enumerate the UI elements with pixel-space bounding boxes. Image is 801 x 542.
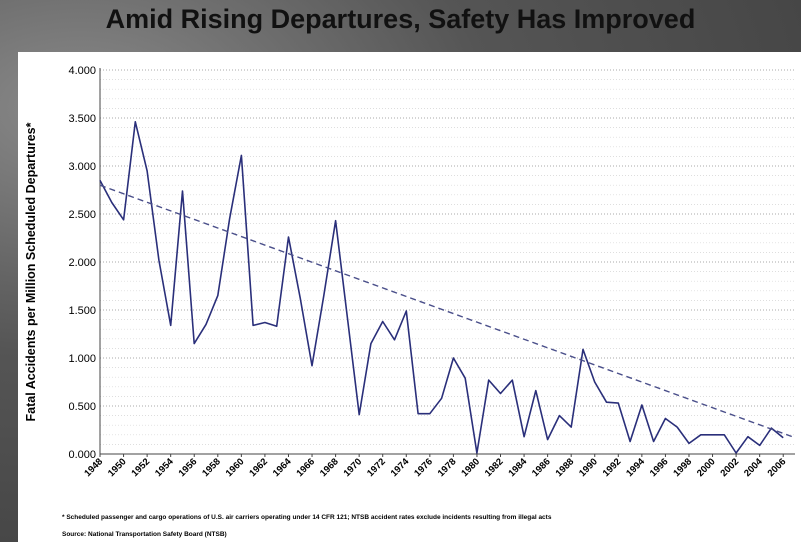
- x-tick-labels: 1948 1950 1952 1954 1956 1958 1960 1962 1964 1966…: [82, 456, 788, 479]
- source-note: Source: National Transportation Safety B…: [62, 531, 227, 538]
- x-tick-label: 1950: [106, 456, 129, 479]
- x-tick-label: 1986: [530, 456, 553, 479]
- x-tick-label: 1964: [271, 456, 294, 479]
- x-tick-label: 2000: [695, 456, 718, 479]
- grid-lines: [100, 69, 795, 445]
- x-tick-label: 1966: [294, 456, 317, 479]
- y-tick-labels: 0.000 0.500 1.000 1.500 2.000 2.500 3.000 3.500…: [68, 65, 96, 461]
- x-tick-label: 1992: [601, 456, 624, 479]
- x-tick-label: 1974: [389, 456, 412, 479]
- x-tick-label: 1998: [671, 456, 694, 479]
- y-tick-label: 4.000: [68, 65, 96, 77]
- trend-line: [99, 184, 796, 439]
- x-tick-label: 1972: [365, 456, 388, 479]
- x-tick-label: 2004: [742, 456, 765, 479]
- chart-panel: [18, 52, 801, 542]
- y-tick-label: 2.000: [68, 257, 96, 269]
- x-tick-label: 2002: [718, 456, 741, 479]
- x-tick-label: 1958: [200, 456, 223, 479]
- y-tick-label: 1.500: [68, 305, 96, 317]
- x-tick-label: 1978: [436, 456, 459, 479]
- x-tick-label: 1976: [412, 456, 435, 479]
- y-tick-label: 3.000: [68, 161, 96, 173]
- x-tick-label: 1952: [130, 456, 153, 479]
- x-tick-label: 1956: [177, 456, 200, 479]
- y-tick-label: 0.000: [68, 449, 96, 461]
- y-axis-label: Fatal Accidents per Million Scheduled De…: [24, 122, 38, 421]
- footnote: * Scheduled passenger and cargo operatio…: [62, 514, 552, 521]
- axes: [99, 68, 795, 457]
- x-tick-label: 1982: [483, 456, 506, 479]
- y-tick-label: 3.500: [68, 113, 96, 125]
- series-lines: [99, 121, 796, 454]
- x-tick-label: 1988: [554, 456, 577, 479]
- x-tick-label: 1960: [224, 456, 247, 479]
- x-tick-label: 1968: [318, 456, 341, 479]
- y-tick-label: 0.500: [68, 401, 96, 413]
- chart-title: Amid Rising Departures, Safety Has Impro…: [105, 4, 696, 34]
- x-tick-label: 2006: [766, 456, 789, 479]
- x-tick-label: 1980: [459, 456, 482, 479]
- x-tick-label: 1984: [506, 456, 529, 479]
- x-tick-label: 1954: [153, 456, 176, 479]
- x-tick-label: 1970: [342, 456, 365, 479]
- y-tick-label: 1.000: [68, 353, 96, 365]
- x-tick-label: 1990: [577, 456, 600, 479]
- series-line-accident-rate: [99, 121, 784, 454]
- x-tick-label: 1996: [648, 456, 671, 479]
- x-tick-label: 1994: [624, 456, 647, 479]
- y-tick-label: 2.500: [68, 209, 96, 221]
- x-tick-label: 1962: [247, 456, 270, 479]
